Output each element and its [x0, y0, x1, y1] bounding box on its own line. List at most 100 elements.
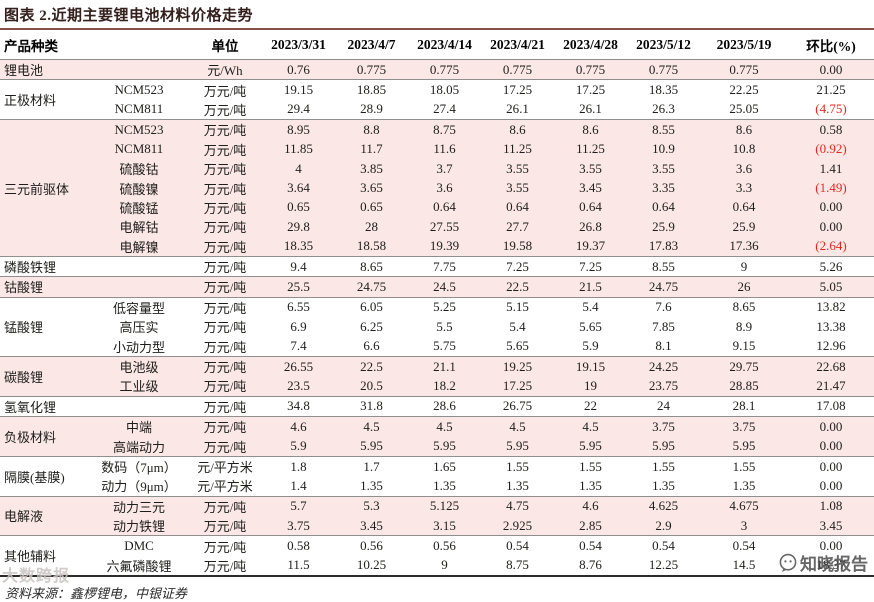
cell-price: 3.55 [627, 158, 700, 179]
cell-change: 0.00 [788, 416, 874, 437]
cell-price: 7.75 [408, 255, 481, 277]
cell-change: 12.96 [816, 338, 846, 354]
cell-price: 8.55 [627, 255, 700, 277]
cell-unit: 万元/吨 [203, 339, 247, 355]
cell-unit: 万元/吨 [203, 102, 247, 118]
table-row: 电解镍 万元/吨 18.35 18.58 19.39 19.58 19.37 17.83 17.… [0, 236, 874, 257]
cell-price: 25.9 [700, 217, 788, 237]
cell-price: 9 [700, 255, 788, 277]
cell-category: 三元前驱体 [0, 119, 90, 257]
cell-price: 5.75 [433, 338, 456, 354]
cell-price: 5.125 [408, 495, 481, 516]
cell-price: 0.775 [627, 58, 700, 80]
cell-change: (2.64) [788, 236, 874, 257]
cell-price: 7.4 [290, 338, 307, 354]
cell-change: 0.00 [788, 455, 874, 477]
table-row: 锂电池 元/Wh 0.76 0.775 0.775 0.775 0.775 0.775 0.77… [0, 58, 874, 80]
cell-change: 21.25 [788, 79, 874, 100]
cell-subcategory: NCM811 [90, 139, 188, 159]
cell-unit: 万元/吨 [188, 79, 262, 100]
cell-price: 2.9 [627, 515, 700, 536]
cell-category: 磷酸铁锂 [0, 255, 90, 277]
cell-price: 18.58 [335, 236, 408, 257]
cell-price: 27.7 [481, 217, 554, 237]
cell-unit: 万元/吨 [188, 355, 262, 377]
table-row: 电解钴 万元/吨 29.8 28 27.55 27.7 26.8 25.9 25.9 0.00 [0, 217, 874, 237]
column-header: 2023/4/21 [490, 36, 545, 52]
cell-category: 氢氧化锂 [0, 395, 90, 417]
watermark-brand-text: 知晓报告 [800, 555, 868, 574]
price-table: 产品种类 单位 2023/3/31 2023/4/7 2023/4/14 2023/4/2… [0, 30, 874, 578]
cell-change: 13.82 [788, 296, 874, 318]
cell-price: 9.4 [262, 255, 335, 277]
cell-price: 0.54 [627, 535, 700, 556]
cell-price: 8.65 [700, 296, 788, 318]
cell-price: 5.95 [700, 436, 788, 457]
cell-change: 13.38 [816, 318, 846, 334]
cell-category: 负极材料 [0, 416, 90, 457]
table-row: 硫酸镍 万元/吨 3.64 3.65 3.6 3.55 3.45 3.35 3.3 (1.49) [0, 178, 874, 198]
table-row: 动力（9μm） 元/平方米 1.4 1.35 1.35 1.35 1.35 1.35 1.35 0… [0, 476, 874, 496]
column-header: 2023/4/7 [347, 36, 396, 52]
table-row: 三元前驱体 NCM523 万元/吨 8.95 8.8 8.75 8.6 8.6 8.55 8.6 0… [0, 119, 874, 257]
cell-subcategory: DMC [90, 535, 188, 556]
cell-price: 27.55 [408, 217, 481, 237]
watermark-left: 大数跨报 [2, 568, 71, 585]
cell-change: 5.05 [788, 276, 874, 298]
cell-unit: 万元/吨 [188, 217, 262, 237]
cell-price: 18.2 [408, 376, 481, 397]
cell-price: 0.65 [335, 197, 408, 218]
cell-price: 17.36 [700, 236, 788, 257]
cell-subcategory [90, 276, 188, 298]
cell-price: 19.15 [554, 355, 627, 377]
cell-price: 5.25 [408, 296, 481, 318]
cell-subcategory: 动力铁锂 [90, 515, 188, 536]
cell-price: 4.6 [554, 495, 627, 516]
cell-subcategory: 高压实 [119, 320, 159, 336]
cell-price: 1.35 [360, 477, 383, 493]
cell-price: 1.35 [579, 477, 602, 493]
cell-price: 0.64 [408, 197, 481, 218]
cell-price: 0.775 [554, 58, 627, 80]
watermark-brand: 知晓报告 [778, 550, 868, 575]
cell-price: 5.9 [262, 436, 335, 457]
cell-price: 25.05 [729, 101, 759, 117]
table-row: 小动力型 万元/吨 7.4 6.6 5.75 5.65 5.9 8.1 9.15 12.96 [0, 336, 874, 356]
cell-change: 18.37 [816, 557, 846, 573]
cell-change: 1.41 [788, 158, 874, 179]
cell-price: 5.65 [579, 318, 602, 334]
cell-change: 21.47 [788, 376, 874, 397]
cell-subcategory: 硫酸锰 [90, 197, 188, 218]
cell-price: 3.55 [554, 158, 627, 179]
cell-price: 29.4 [287, 101, 310, 117]
cell-change: (4.75) [815, 101, 847, 117]
cell-price: 11.25 [481, 139, 554, 159]
cell-price: 6.6 [363, 338, 380, 354]
cell-price: 18.35 [262, 236, 335, 257]
cell-subcategory: 硫酸钴 [90, 158, 188, 179]
cell-price: 5.3 [335, 495, 408, 516]
cell-price: 3.45 [335, 515, 408, 536]
table-row: 硫酸钴 万元/吨 4 3.85 3.7 3.55 3.55 3.55 3.6 1.41 [0, 158, 874, 179]
cell-price: 14.5 [732, 557, 756, 573]
cell-unit: 万元/吨 [188, 535, 262, 556]
cell-category: 隔膜(基膜) [0, 455, 90, 497]
cell-change: 3.45 [788, 515, 874, 536]
table-row: NCM811 万元/吨 29.4 28.9 27.4 26.1 26.1 26.3 25.05 (… [0, 100, 874, 120]
cell-price: 10.25 [356, 557, 387, 573]
cell-category: 钴酸锂 [0, 276, 90, 298]
table-row: 正极材料 NCM523 万元/吨 19.15 18.85 18.05 17.25 17.25 1… [0, 79, 874, 120]
cell-price: 11.7 [335, 139, 408, 159]
cell-price: 3.15 [408, 515, 481, 536]
cell-price: 26.8 [554, 217, 627, 237]
cell-price: 0.775 [335, 58, 408, 80]
cell-price: 5.95 [627, 436, 700, 457]
cell-price: 1.35 [652, 477, 675, 493]
cell-subcategory: 电解钴 [90, 217, 188, 237]
cell-price: 10.9 [627, 139, 700, 159]
table-row: 动力铁锂 万元/吨 3.75 3.45 3.15 2.925 2.85 2.9 3 3.45 [0, 515, 874, 536]
cell-price: 17.25 [481, 376, 554, 397]
cell-category: 锰酸锂 [0, 296, 90, 357]
cell-subcategory: 电池级 [90, 355, 188, 377]
cell-price: 1.35 [506, 477, 529, 493]
